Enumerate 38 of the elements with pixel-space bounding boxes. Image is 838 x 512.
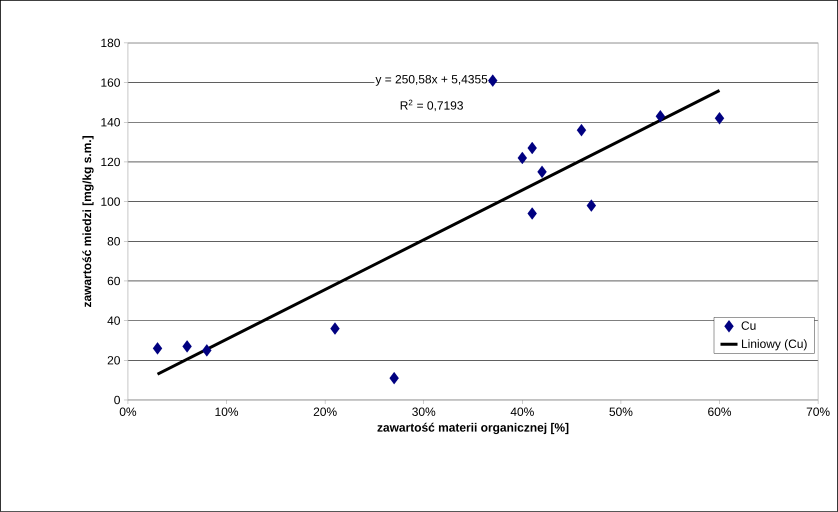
y-tick-label: 140	[101, 118, 120, 127]
point	[488, 74, 498, 87]
point	[527, 142, 537, 154]
y-tick-label: 160	[101, 78, 120, 87]
y-tick-label: 60	[108, 276, 120, 286]
y-tick-label: 120	[101, 158, 120, 166]
x-tick-label: 30%	[412, 408, 436, 416]
point	[518, 152, 528, 164]
x-tick-label: 10%	[215, 408, 238, 416]
x-tick-label: 70%	[806, 408, 830, 416]
point	[714, 112, 724, 125]
annotation: y = 250,58x + 5,4355	[375, 75, 488, 86]
point	[527, 207, 537, 220]
x-tick-label: 0%	[120, 408, 136, 416]
x-tick-label: 40%	[510, 408, 534, 416]
legend-label: Liniowy (Cu)	[742, 339, 807, 350]
point	[182, 340, 192, 353]
legend-label: Cu	[742, 321, 756, 330]
y-tick-label: 40	[107, 316, 120, 325]
point	[330, 322, 340, 335]
x-axis-title: zawartość materii organicznej [%]	[377, 422, 568, 434]
point	[389, 372, 399, 384]
x-tick-label: 50%	[609, 408, 632, 416]
y-tick-label: 20	[108, 356, 120, 365]
point	[537, 166, 547, 178]
point	[586, 199, 596, 212]
annotation: R$^{2}$ = 0,7193	[400, 100, 463, 112]
y-axis-title: zawartość miedzi [mg/kg s.m.]	[82, 136, 94, 308]
point	[576, 124, 586, 136]
y-tick-label: 100	[101, 197, 120, 206]
x-tick-label: 60%	[708, 408, 732, 416]
x-tick-label: 20%	[314, 408, 337, 416]
point	[202, 344, 212, 357]
point	[152, 342, 162, 355]
y-tick-label: 0	[114, 396, 120, 404]
y-tick-label: 80	[108, 237, 120, 246]
y-tick-label: 180	[101, 38, 120, 48]
point	[656, 110, 666, 123]
